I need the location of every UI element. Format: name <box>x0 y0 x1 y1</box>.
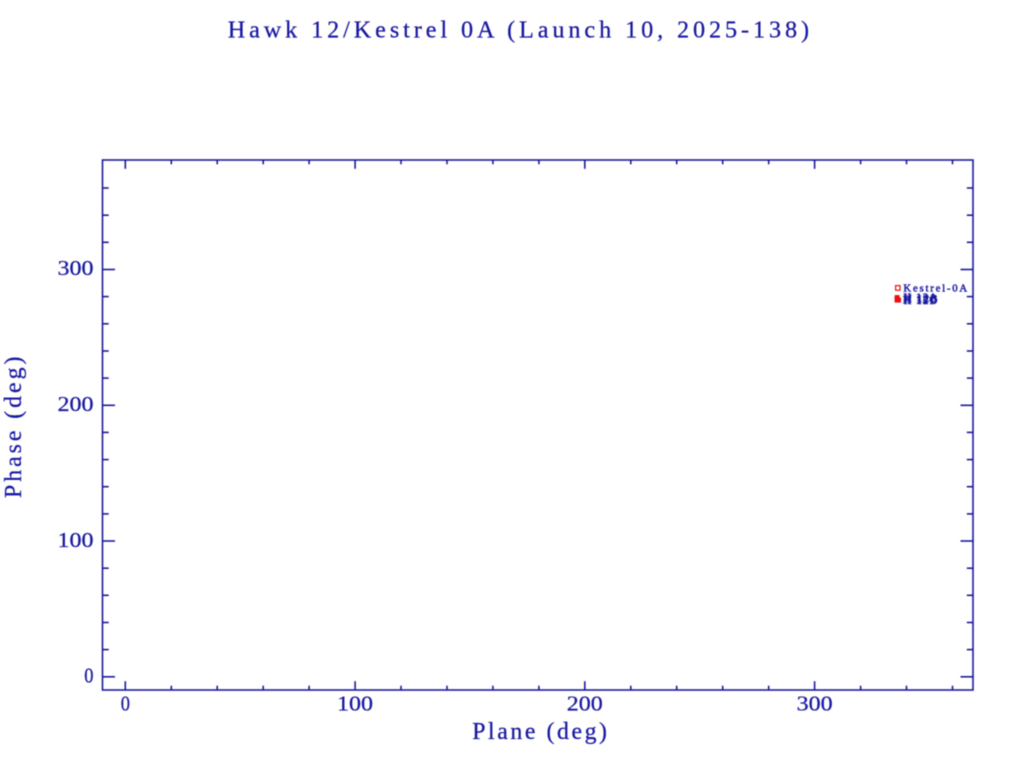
svg-text:H 12A: H 12A <box>903 291 937 303</box>
svg-text:300: 300 <box>797 694 833 716</box>
svg-text:Phase (deg): Phase (deg) <box>1 357 27 498</box>
svg-text:200: 200 <box>567 694 603 716</box>
svg-text:300: 300 <box>58 258 94 280</box>
svg-text:200: 200 <box>58 394 94 416</box>
svg-text:Hawk 12/Kestrel 0A (Launch 10,: Hawk 12/Kestrel 0A (Launch 10, 2025-138) <box>228 17 809 44</box>
svg-text:Kestrel-0A: Kestrel-0A <box>903 282 967 294</box>
svg-text:Plane (deg): Plane (deg) <box>472 719 607 745</box>
svg-text:H 12D: H 12D <box>904 295 938 307</box>
svg-text:0: 0 <box>84 666 93 688</box>
svg-text:100: 100 <box>337 694 373 716</box>
svg-text:0: 0 <box>121 694 130 716</box>
svg-text:100: 100 <box>58 530 94 552</box>
